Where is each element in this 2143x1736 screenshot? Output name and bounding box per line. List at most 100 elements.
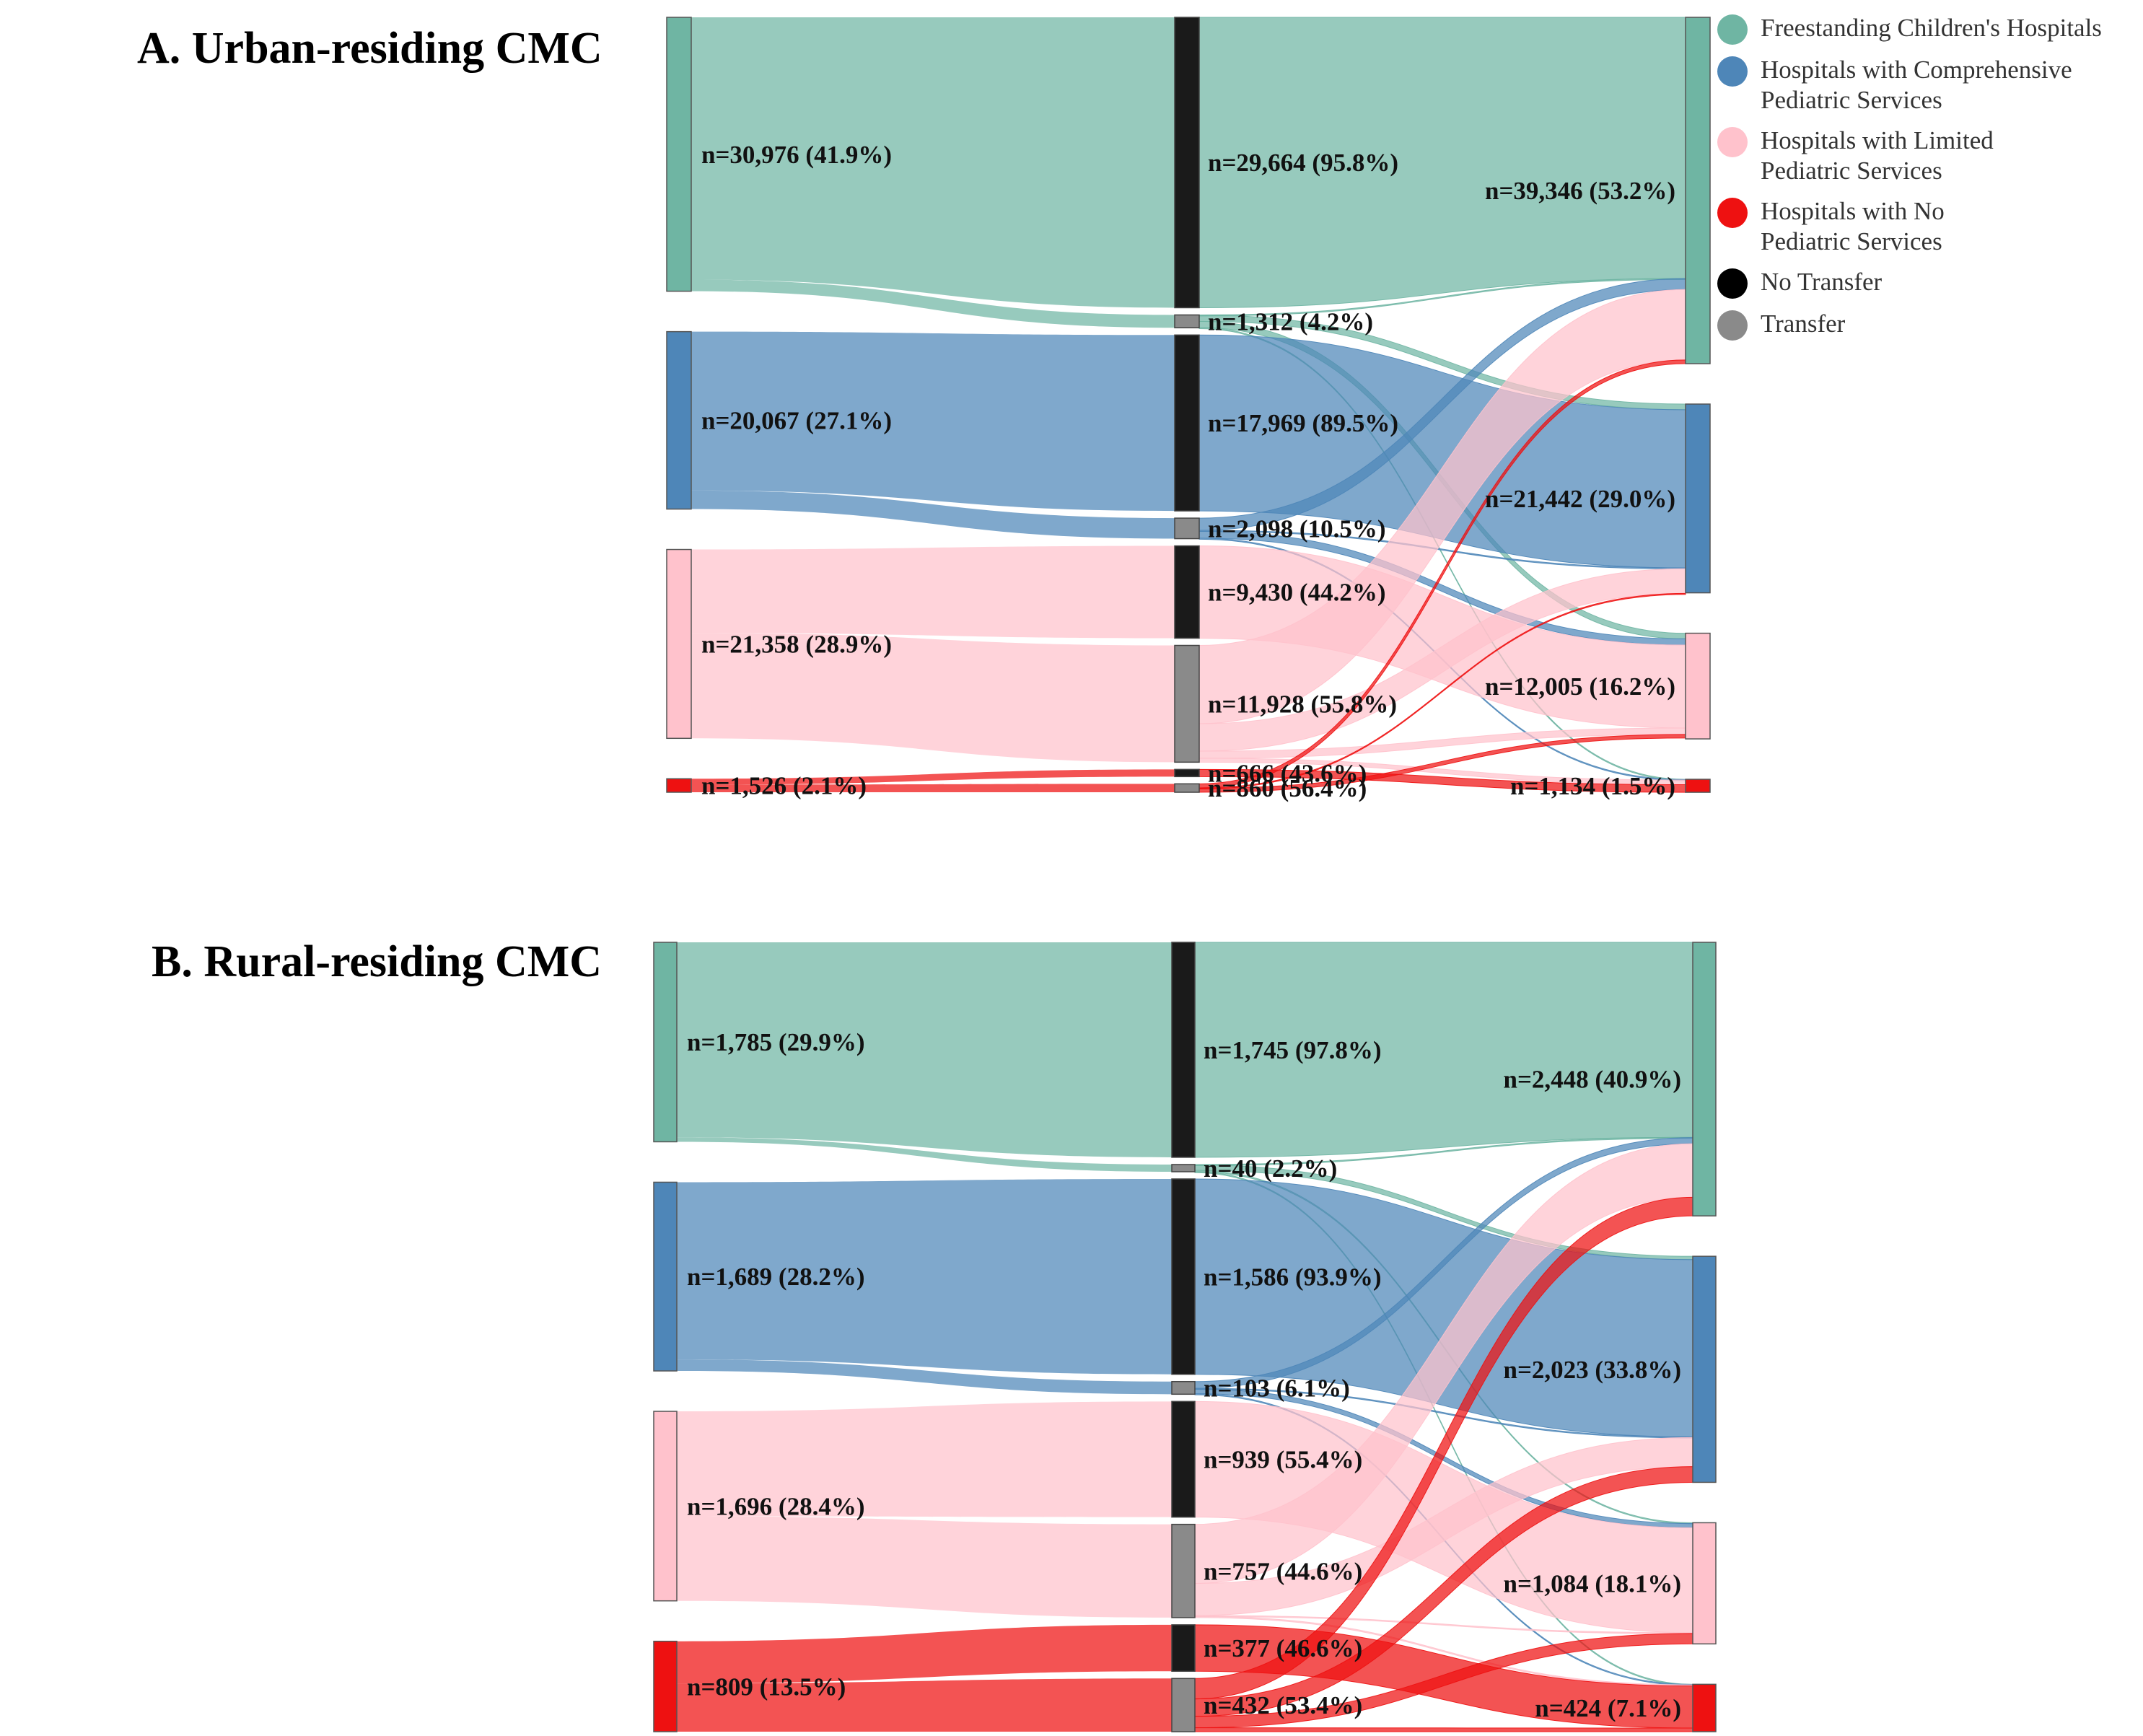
target-label-1: n=21,442 (29.0%) xyxy=(1485,485,1675,513)
target-label-1: n=2,023 (33.8%) xyxy=(1504,1356,1681,1384)
middle-label-6: n=377 (46.6%) xyxy=(1204,1634,1362,1662)
target-label-0: n=39,346 (53.2%) xyxy=(1485,177,1675,205)
sankey-labels: n=1,785 (29.9%) n=1,689 (28.2%) n=1,696 (2… xyxy=(687,1028,1681,1722)
target-label-3: n=424 (7.1%) xyxy=(1535,1694,1681,1722)
legend-swatch-comprehensive xyxy=(1717,56,1748,87)
middle-node-3 xyxy=(1174,517,1200,540)
legend-swatch-transfer xyxy=(1717,310,1748,341)
legend-label-comprehensive: Hospitals with Comprehensive Pediatric S… xyxy=(1761,56,2072,114)
link-source-2-to-middle-4 xyxy=(691,545,1175,639)
source-node-2 xyxy=(666,548,692,740)
middle-label-5: n=757 (44.6%) xyxy=(1204,1557,1362,1585)
link-source-1-to-middle-3 xyxy=(691,490,1175,539)
sankey-nodes xyxy=(666,17,1711,793)
link-source-3-to-middle-6 xyxy=(677,1624,1172,1684)
source-node-0 xyxy=(666,17,692,292)
middle-label-4: n=939 (55.4%) xyxy=(1204,1445,1362,1473)
middle-node-0 xyxy=(1171,942,1196,1158)
sankey-links xyxy=(677,942,1693,1732)
link-source-1-to-middle-3 xyxy=(677,1359,1172,1395)
link-source-0-to-middle-0 xyxy=(691,17,1175,308)
middle-node-6 xyxy=(1174,768,1200,778)
middle-node-1 xyxy=(1174,314,1200,329)
legend-item-none: Hospitals with No Pediatric Services xyxy=(1717,196,2143,257)
sankey-labels: n=30,976 (41.9%) n=20,067 (27.1%) n=21,358… xyxy=(701,141,1675,802)
source-node-3 xyxy=(653,1640,678,1732)
link-source-1-to-middle-2 xyxy=(677,1178,1172,1375)
middle-label-1: n=1,312 (4.2%) xyxy=(1208,307,1373,336)
source-label-0: n=1,785 (29.9%) xyxy=(687,1028,864,1056)
source-node-1 xyxy=(653,1181,678,1372)
link-source-0-to-middle-1 xyxy=(677,1137,1172,1172)
middle-label-1: n=40 (2.2%) xyxy=(1204,1154,1337,1183)
middle-node-2 xyxy=(1174,334,1200,512)
middle-label-2: n=1,586 (93.9%) xyxy=(1204,1263,1381,1291)
link-source-3-to-middle-7 xyxy=(691,784,1175,793)
link-source-0-to-middle-1 xyxy=(691,279,1175,328)
target-node-1 xyxy=(1685,403,1711,594)
legend-label-freestanding: Freestanding Children's Hospitals xyxy=(1761,14,2102,42)
middle-node-5 xyxy=(1171,1523,1196,1618)
middle-node-4 xyxy=(1174,545,1200,639)
legend-swatch-freestanding xyxy=(1717,14,1748,45)
link-source-0-to-middle-0 xyxy=(677,942,1172,1157)
target-node-2 xyxy=(1692,1522,1717,1645)
target-node-1 xyxy=(1692,1255,1717,1483)
middle-label-5: n=11,928 (55.8%) xyxy=(1208,690,1397,718)
sankey-panel-a: n=30,976 (41.9%) n=20,067 (27.1%) n=21,358… xyxy=(666,17,1711,802)
target-node-0 xyxy=(1685,17,1711,364)
link-source-1-to-middle-2 xyxy=(691,331,1175,512)
legend-item-transfer: Transfer xyxy=(1717,309,2143,341)
link-source-2-to-middle-5 xyxy=(677,1516,1172,1618)
legend-label-limited: Hospitals with Limited Pediatric Service… xyxy=(1761,126,1994,185)
middle-label-4: n=9,430 (44.2%) xyxy=(1208,579,1385,607)
link-source-3-to-middle-6 xyxy=(691,769,1175,785)
target-node-3 xyxy=(1685,779,1711,793)
legend-swatch-none xyxy=(1717,198,1748,228)
legend-label-none: Hospitals with No Pediatric Services xyxy=(1761,197,1945,255)
middle-label-6: n=666 (43.6%) xyxy=(1208,759,1367,787)
panel-a-title: A. Urban-residing CMC xyxy=(137,24,602,73)
link-middle-7-to-target-1 xyxy=(1198,592,1686,790)
legend-item-no-transfer: No Transfer xyxy=(1717,267,2143,299)
target-label-0: n=2,448 (40.9%) xyxy=(1504,1066,1681,1094)
legend-item-limited: Hospitals with Limited Pediatric Service… xyxy=(1717,126,2143,186)
sankey-panel-b: n=1,785 (29.9%) n=1,689 (28.2%) n=1,696 (2… xyxy=(653,942,1717,1732)
target-node-3 xyxy=(1692,1683,1717,1732)
middle-node-6 xyxy=(1171,1624,1196,1673)
middle-label-0: n=1,745 (97.8%) xyxy=(1204,1036,1381,1064)
legend-label-no-transfer: No Transfer xyxy=(1761,268,1883,296)
middle-node-2 xyxy=(1171,1178,1196,1375)
panel-b-title: B. Rural-residing CMC xyxy=(152,937,602,986)
target-node-2 xyxy=(1685,632,1711,740)
source-label-2: n=21,358 (28.9%) xyxy=(701,630,892,658)
legend: Freestanding Children's Hospitals Hospit… xyxy=(1717,13,2143,351)
source-label-2: n=1,696 (28.4%) xyxy=(687,1492,864,1520)
middle-node-4 xyxy=(1171,1400,1196,1518)
middle-node-7 xyxy=(1171,1678,1196,1732)
target-label-2: n=12,005 (16.2%) xyxy=(1485,672,1675,701)
source-label-1: n=1,689 (28.2%) xyxy=(687,1263,864,1291)
source-label-1: n=20,067 (27.1%) xyxy=(701,407,892,435)
source-label-3: n=1,526 (2.1%) xyxy=(701,772,867,800)
middle-node-5 xyxy=(1174,644,1200,763)
middle-label-3: n=2,098 (10.5%) xyxy=(1208,514,1385,543)
middle-label-3: n=103 (6.1%) xyxy=(1204,1375,1350,1403)
middle-node-3 xyxy=(1171,1380,1196,1395)
middle-label-7: n=432 (53.4%) xyxy=(1204,1691,1362,1719)
middle-label-0: n=29,664 (95.8%) xyxy=(1208,149,1398,177)
target-label-2: n=1,084 (18.1%) xyxy=(1504,1569,1681,1597)
middle-node-1 xyxy=(1171,1164,1196,1172)
sankey-nodes xyxy=(653,942,1717,1732)
middle-node-7 xyxy=(1174,783,1200,793)
legend-swatch-no-transfer xyxy=(1717,268,1748,299)
legend-label-transfer: Transfer xyxy=(1761,310,1846,338)
middle-label-2: n=17,969 (89.5%) xyxy=(1208,409,1398,437)
legend-item-comprehensive: Hospitals with Comprehensive Pediatric S… xyxy=(1717,55,2143,115)
target-node-0 xyxy=(1692,942,1717,1216)
source-label-3: n=809 (13.5%) xyxy=(687,1673,846,1701)
middle-label-7: n=860 (56.4%) xyxy=(1208,774,1367,802)
link-source-2-to-middle-4 xyxy=(677,1401,1172,1517)
